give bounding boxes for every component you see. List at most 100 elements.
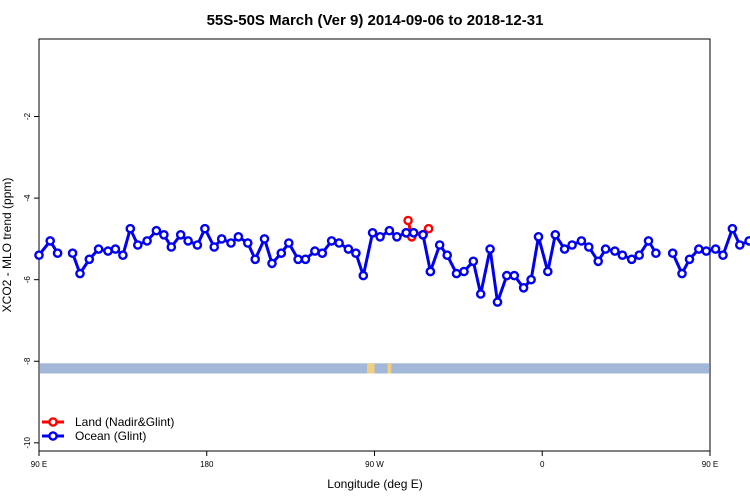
ocean-point xyxy=(250,254,260,265)
ocean-point xyxy=(610,246,620,256)
x-axis-label: Longitude (deg E) xyxy=(327,477,422,491)
y-tick-label: -8 xyxy=(23,357,32,365)
ocean-point xyxy=(317,248,328,258)
land-mask-band xyxy=(40,363,709,374)
ocean-point xyxy=(84,254,95,265)
ocean-point xyxy=(110,244,121,254)
ocean-point xyxy=(408,227,419,238)
ocean-point xyxy=(425,266,436,277)
ocean-point xyxy=(442,250,453,260)
ocean-point xyxy=(501,270,512,281)
ocean-point xyxy=(276,248,287,258)
ocean-point xyxy=(293,254,303,265)
ocean-point xyxy=(93,244,104,254)
legend: Land (Nadir&Glint)Ocean (Glint) xyxy=(42,415,174,443)
chart-title: 55S-50S March (Ver 9) 2014-09-06 to 2018… xyxy=(207,12,544,29)
ocean-point xyxy=(451,268,462,279)
ocean-point xyxy=(34,250,44,260)
ocean-point xyxy=(684,254,695,265)
ocean-point xyxy=(358,270,369,281)
legend-entry: Land (Nadir&Glint) xyxy=(75,415,174,429)
ocean-point xyxy=(526,274,536,285)
ocean-point xyxy=(584,242,594,252)
ocean-point xyxy=(718,250,728,260)
ocean-point xyxy=(694,244,704,254)
ocean-point xyxy=(727,223,738,234)
ocean-point xyxy=(550,229,561,240)
ocean-point xyxy=(384,225,395,236)
ocean-point xyxy=(45,236,56,246)
ocean-point xyxy=(132,240,143,250)
ocean-point xyxy=(103,246,113,256)
ocean-point xyxy=(401,227,412,238)
ocean-point xyxy=(159,229,169,240)
ocean-point xyxy=(468,256,479,267)
ocean-point xyxy=(300,254,311,265)
ocean-point xyxy=(567,240,577,250)
y-tick-label: -10 xyxy=(23,437,32,449)
ocean-point xyxy=(67,248,78,258)
ocean-point xyxy=(677,268,687,279)
ocean-point xyxy=(651,248,661,258)
x-tick-label: 90 E xyxy=(31,460,47,469)
ocean-point xyxy=(634,250,645,260)
ocean-point xyxy=(533,231,544,242)
ocean-point xyxy=(233,231,244,242)
land-patch-0 xyxy=(367,363,375,374)
ocean-point xyxy=(434,240,445,250)
ocean-point xyxy=(125,223,136,234)
x-axis: 90 E 180 90 W 0 90 E xyxy=(31,451,718,469)
x-tick-label: 180 xyxy=(200,460,214,469)
land-point xyxy=(423,223,434,234)
ocean-point xyxy=(543,266,553,277)
x-tick-label: 90 W xyxy=(365,460,384,469)
ocean-point xyxy=(710,244,721,254)
land-point xyxy=(403,215,413,226)
ocean-point xyxy=(492,297,503,307)
ocean-point xyxy=(701,246,712,256)
ocean-point xyxy=(459,266,469,277)
ocean-point xyxy=(626,254,637,265)
ocean-point xyxy=(593,256,604,267)
x-tick-label: 90 E xyxy=(702,460,718,469)
legend-swatch-point xyxy=(48,417,58,427)
ocean-point xyxy=(735,240,745,250)
y-tick-label: -2 xyxy=(23,112,32,120)
land-patch-1 xyxy=(387,363,392,374)
ocean-point xyxy=(509,270,520,281)
ocean-point xyxy=(216,234,227,244)
series-layer xyxy=(34,215,750,307)
ocean-point xyxy=(667,248,678,258)
ocean-point xyxy=(617,250,628,260)
ocean-point xyxy=(118,250,128,260)
ocean-point xyxy=(351,248,361,258)
ocean-point xyxy=(175,229,186,240)
legend-swatch-point xyxy=(48,431,58,441)
ocean-point xyxy=(151,225,162,236)
y-axis-label: XCO2 - MLO trend (ppm) xyxy=(0,178,14,313)
ocean-point xyxy=(192,240,203,250)
ocean-point xyxy=(559,244,570,254)
ocean-point xyxy=(310,246,320,256)
ocean-point xyxy=(418,229,428,240)
ocean-point xyxy=(375,231,385,242)
ocean-point xyxy=(166,242,177,252)
x-tick-label: 0 xyxy=(540,460,545,469)
ocean-point xyxy=(343,244,354,254)
ocean-point xyxy=(283,238,294,248)
ocean-point xyxy=(367,227,378,238)
y-tick-label: -4 xyxy=(23,194,32,202)
ocean-point xyxy=(242,238,253,248)
ocean-point xyxy=(183,236,193,246)
ocean-point xyxy=(226,238,236,248)
ocean-point xyxy=(475,289,486,299)
legend-entry: Ocean (Glint) xyxy=(75,429,146,443)
ocean-point xyxy=(392,231,402,242)
ocean-point xyxy=(576,236,587,246)
ocean-point xyxy=(643,236,654,246)
ocean-point xyxy=(334,238,344,248)
ocean-point xyxy=(259,234,270,244)
ocean-line xyxy=(71,227,658,304)
